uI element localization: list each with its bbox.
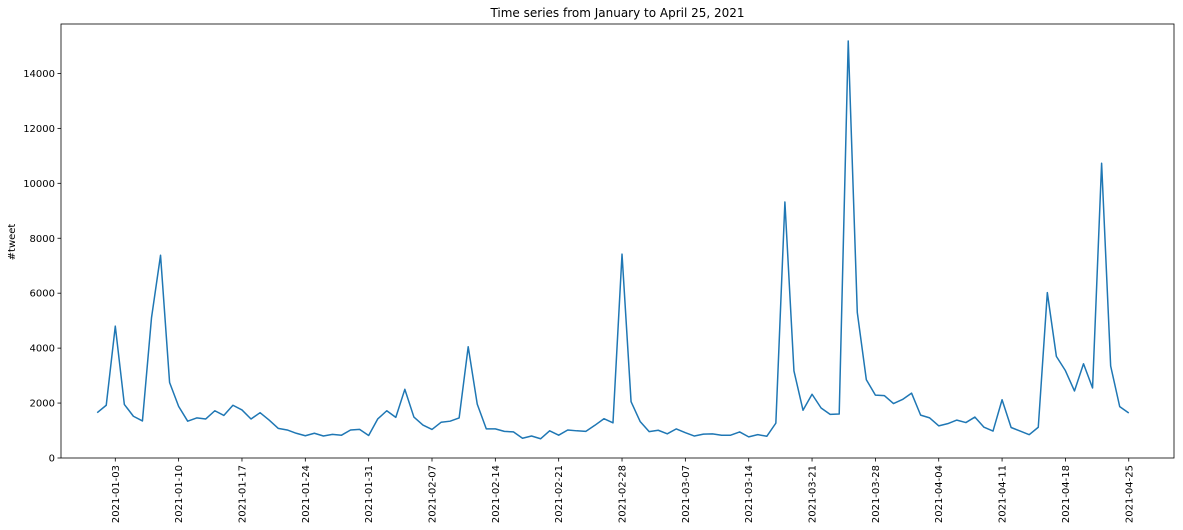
x-tick-label: 2021-02-28 <box>618 465 629 523</box>
x-tick-label: 2021-03-14 <box>744 465 755 523</box>
x-tick-label: 2021-01-24 <box>301 465 312 523</box>
series-line <box>96 40 1130 440</box>
y-tick-label: 14000 <box>23 69 55 80</box>
y-tick-label: 10000 <box>23 179 55 190</box>
plot-area-frame <box>60 23 1175 459</box>
y-axis-label: #tweet <box>7 224 18 261</box>
chart-title: Time series from January to April 25, 20… <box>489 6 744 20</box>
x-tick-label: 2021-01-17 <box>237 465 248 523</box>
y-tick-label: 0 <box>49 454 55 465</box>
y-tick-label: 2000 <box>30 399 55 410</box>
y-tick-label: 8000 <box>30 234 55 245</box>
x-tick-label: 2021-03-07 <box>681 465 692 523</box>
y-tick-label: 6000 <box>30 289 55 300</box>
x-tick-label: 2021-01-03 <box>111 465 122 523</box>
x-tick-label: 2021-03-28 <box>871 465 882 523</box>
x-tick-label: 2021-04-04 <box>934 465 945 523</box>
x-tick-label: 2021-02-14 <box>491 465 502 523</box>
y-tick-label: 12000 <box>23 124 55 135</box>
y-axis-ticks: 0 2000 4000 6000 8000 10000 12000 14000 <box>23 69 61 465</box>
x-tick-label: 2021-01-10 <box>174 465 185 523</box>
x-tick-label: 2021-04-25 <box>1124 465 1135 523</box>
x-axis-ticks: 2021-01-03 2021-01-10 2021-01-17 2021-01-24… <box>111 458 1135 523</box>
y-tick-label: 4000 <box>30 344 55 355</box>
x-tick-label: 2021-04-18 <box>1061 465 1072 523</box>
x-tick-label: 2021-02-07 <box>428 465 439 523</box>
x-tick-label: 2021-02-21 <box>554 465 565 523</box>
x-tick-label: 2021-01-31 <box>364 465 375 523</box>
x-tick-label: 2021-03-21 <box>808 465 819 523</box>
x-tick-label: 2021-04-11 <box>998 465 1009 523</box>
